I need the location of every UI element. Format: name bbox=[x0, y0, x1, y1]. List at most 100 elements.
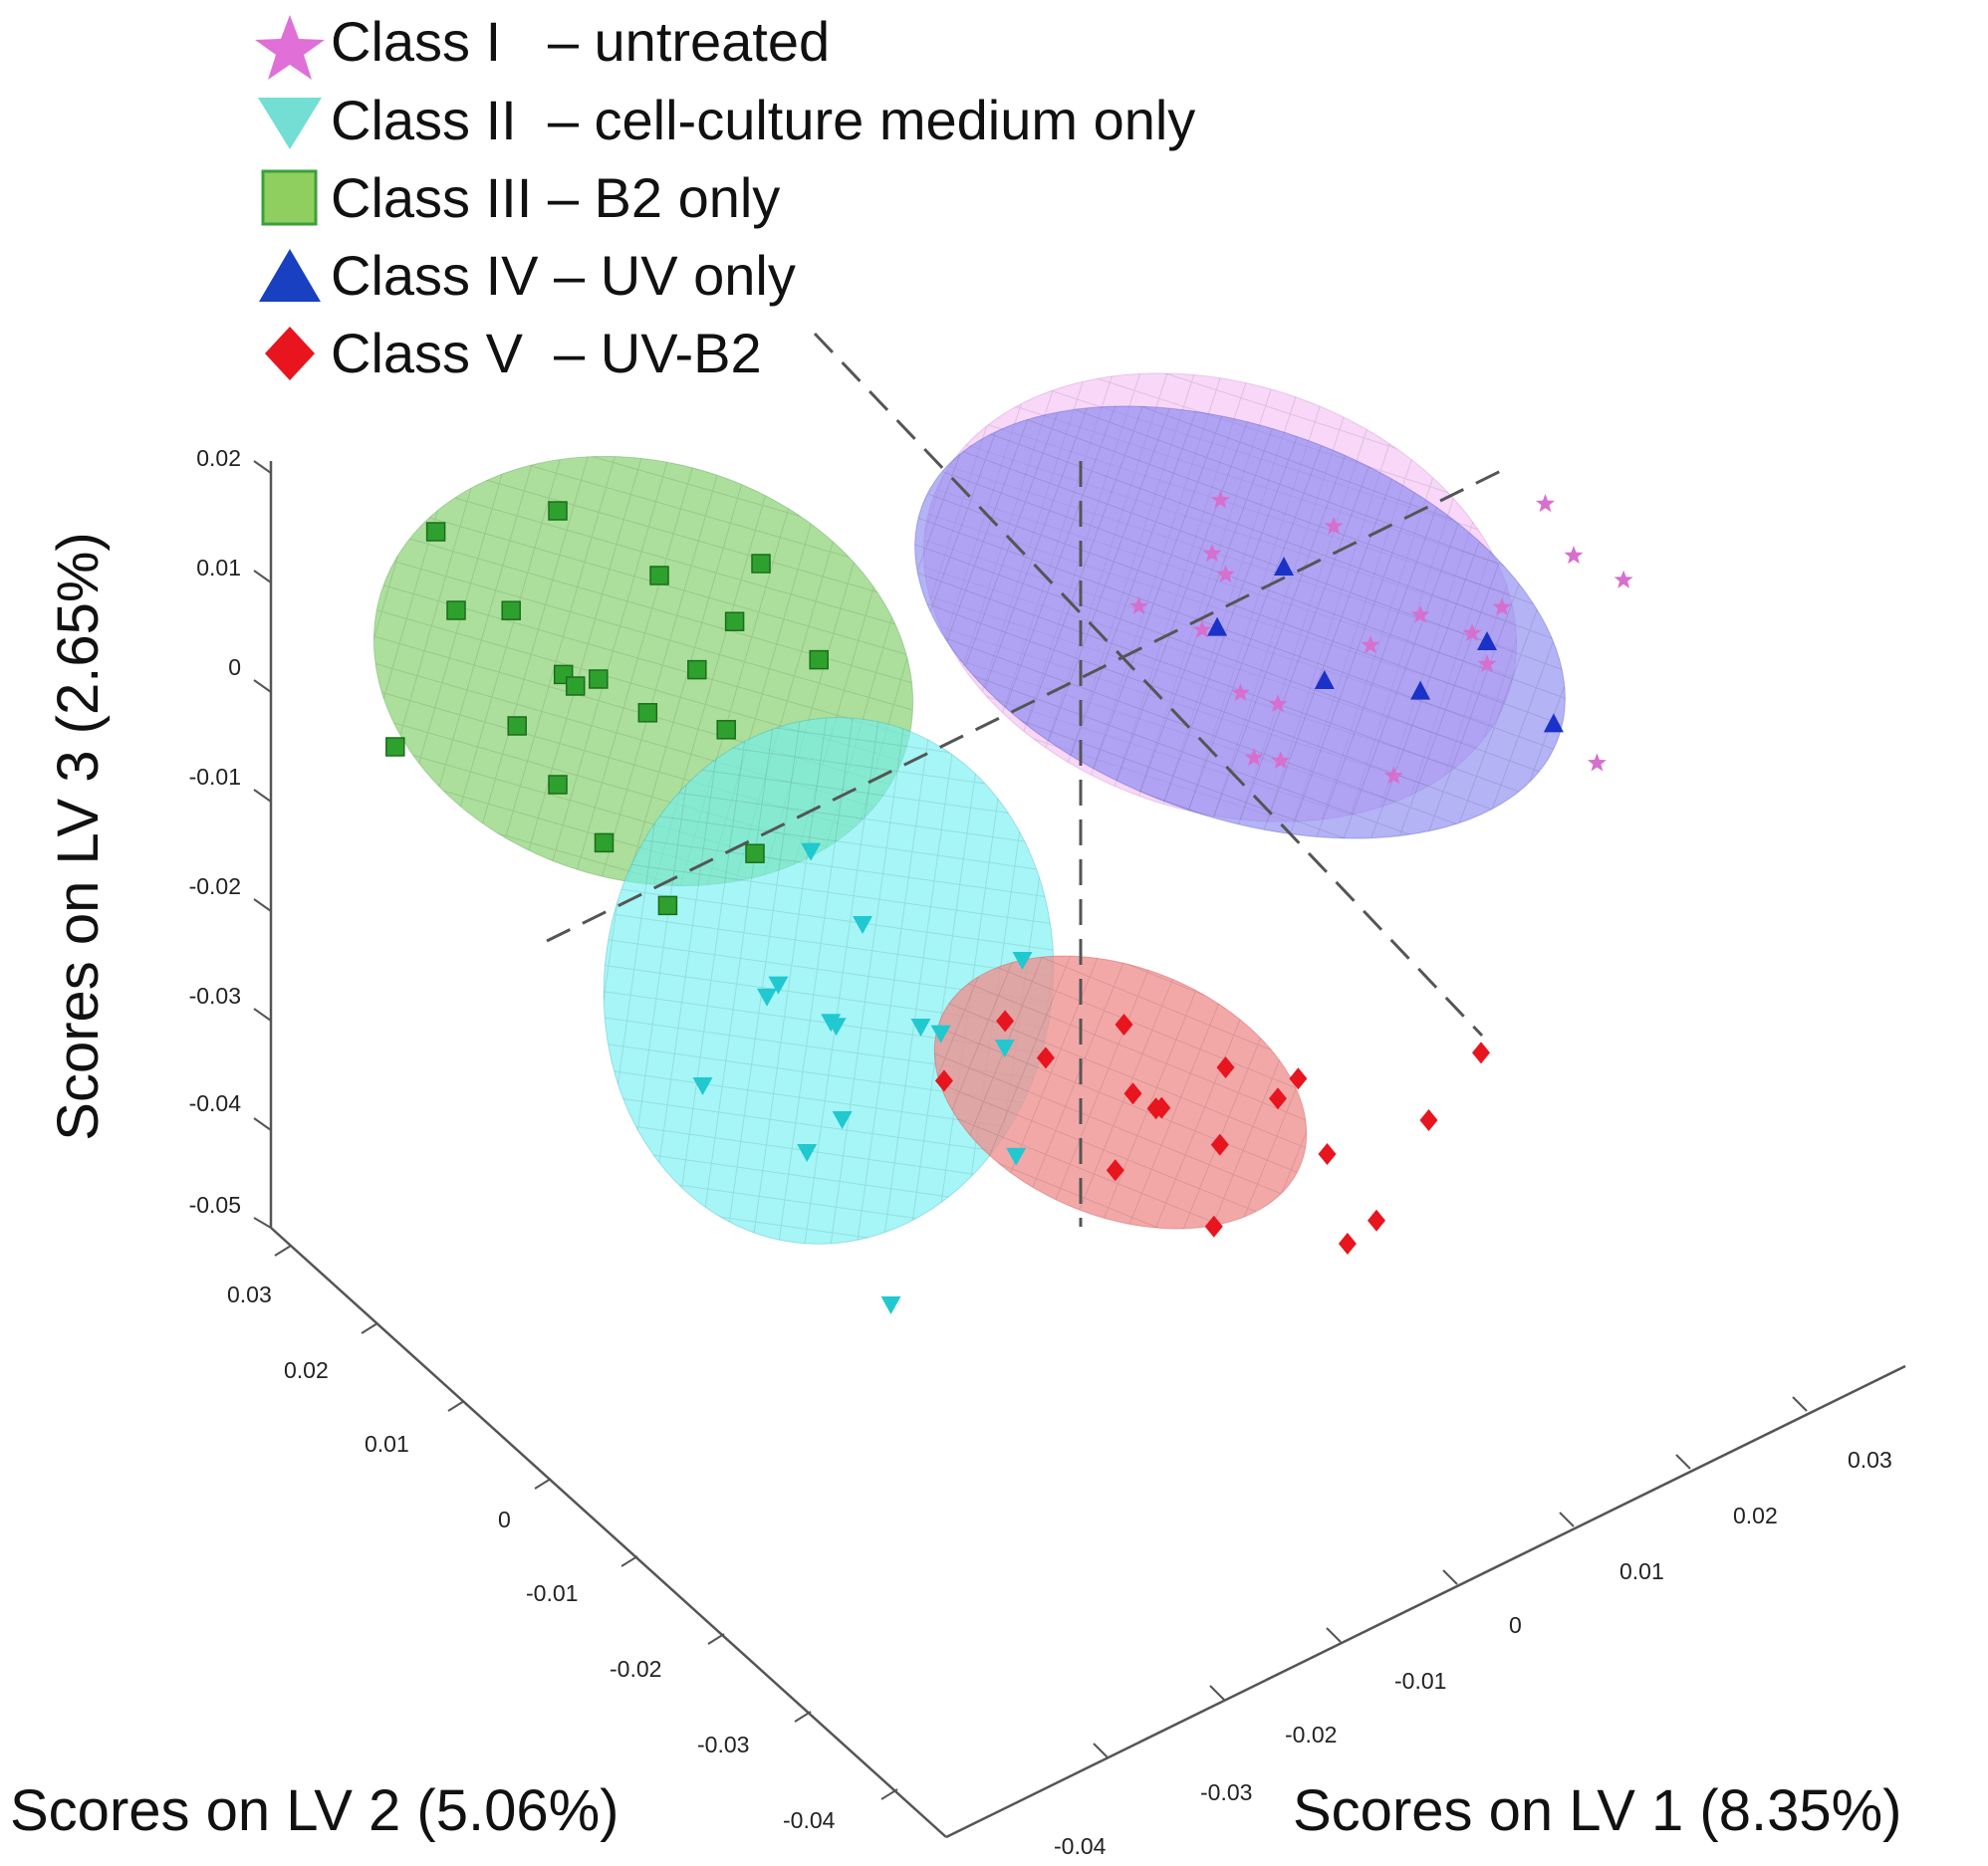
series-class-v bbox=[934, 1010, 1490, 1255]
axis-y-title: Scores on LV 2 (5.06%) bbox=[10, 1778, 619, 1843]
data-point bbox=[724, 611, 745, 631]
axis-y-tick-mark bbox=[447, 1400, 465, 1412]
axis-x-tick-label: -0.03 bbox=[1200, 1779, 1252, 1805]
data-point bbox=[1314, 670, 1335, 689]
axis-y-tick-label: -0.04 bbox=[783, 1807, 836, 1833]
data-point bbox=[994, 1040, 1015, 1057]
data-point bbox=[657, 895, 678, 916]
data-point bbox=[446, 600, 466, 620]
axis-z-tick-label: 0 bbox=[228, 654, 241, 680]
data-point bbox=[832, 1111, 853, 1129]
axis-z-tick-mark bbox=[253, 789, 272, 803]
data-point bbox=[1587, 753, 1607, 772]
axis-z-tick-mark bbox=[253, 1117, 272, 1131]
data-point bbox=[1410, 604, 1430, 623]
data-point bbox=[880, 1296, 901, 1314]
axis-y-tick-label: -0.02 bbox=[610, 1656, 661, 1682]
series-class-iv bbox=[1207, 557, 1564, 733]
axis-y-tick-mark bbox=[621, 1555, 638, 1567]
axis-y-tick-label: 0.01 bbox=[365, 1431, 409, 1457]
data-point bbox=[1115, 1014, 1133, 1036]
data-point bbox=[1006, 1147, 1027, 1166]
data-point bbox=[548, 775, 568, 795]
data-point bbox=[801, 842, 822, 861]
axis-x-tick-label: 0.02 bbox=[1733, 1503, 1778, 1528]
axis-y-tick-label: 0.02 bbox=[284, 1357, 329, 1383]
data-point bbox=[1152, 1096, 1171, 1119]
data-point bbox=[385, 737, 405, 757]
legend-marker-square bbox=[261, 169, 318, 226]
data-point bbox=[507, 716, 527, 736]
data-point bbox=[594, 832, 615, 853]
axis-z-tick-mark bbox=[253, 679, 272, 693]
axes bbox=[269, 461, 1906, 1839]
axis-z-tick-label: -0.04 bbox=[189, 1090, 242, 1116]
legend-item-class-iv: Class IV – UV only bbox=[259, 244, 796, 307]
data-point bbox=[1274, 557, 1294, 576]
axis-y-line bbox=[270, 1227, 947, 1838]
legend-marker-triangle-up bbox=[259, 249, 321, 302]
data-point bbox=[768, 976, 789, 995]
legend-item-class-i: Class I – untreated bbox=[255, 10, 830, 80]
axis-z-tick-mark bbox=[253, 1217, 272, 1229]
axis-y-tick-mark bbox=[707, 1633, 725, 1645]
data-point bbox=[1318, 1143, 1337, 1165]
axis-x-title: Scores on LV 1 (8.35%) bbox=[1293, 1778, 1901, 1843]
axis-x-tick-mark bbox=[1559, 1512, 1575, 1527]
data-point bbox=[637, 703, 658, 723]
data-point bbox=[1036, 1047, 1055, 1069]
legend-item-class-iii: Class III – B2 only bbox=[261, 166, 780, 229]
axis-y-tick-label: 0 bbox=[498, 1507, 511, 1532]
data-point bbox=[1367, 1209, 1385, 1232]
axis-y-tick-mark bbox=[361, 1322, 378, 1334]
data-point bbox=[1204, 1215, 1223, 1238]
axis-y-tick-mark bbox=[794, 1711, 812, 1723]
axis-x-tick-label: 0 bbox=[1509, 1612, 1522, 1638]
data-point bbox=[1338, 1233, 1357, 1255]
data-point bbox=[692, 1077, 713, 1095]
data-point bbox=[1472, 1042, 1490, 1064]
axis-y-ticks: 0.03 0.02 0.01 0 -0.01 -0.02 -0.03 -0.04 bbox=[227, 1245, 898, 1833]
legend-marker-star bbox=[255, 15, 325, 80]
series-class-iii bbox=[385, 501, 829, 916]
data-point bbox=[1012, 952, 1033, 970]
data-point bbox=[589, 669, 609, 689]
axis-z-tick-mark bbox=[253, 898, 272, 912]
data-point bbox=[910, 1019, 931, 1037]
data-point bbox=[425, 522, 446, 542]
legend-marker-diamond bbox=[265, 327, 315, 380]
legend-label-class-ii: Class II – cell-culture medium only bbox=[331, 89, 1195, 151]
axis-z-tick-label: -0.05 bbox=[189, 1192, 241, 1218]
data-point bbox=[1216, 565, 1235, 583]
axis-x-tick-mark bbox=[1442, 1569, 1458, 1585]
data-point bbox=[716, 720, 736, 740]
data-point bbox=[1614, 570, 1633, 588]
axis-x-line bbox=[945, 1364, 1906, 1839]
data-point bbox=[687, 659, 707, 680]
series-class-ii bbox=[692, 842, 1033, 1314]
data-point bbox=[1268, 694, 1288, 713]
axis-y-tick-label: 0.03 bbox=[227, 1282, 272, 1307]
data-point bbox=[1123, 1082, 1142, 1105]
legend: Class I – untreated Class II – cell-cult… bbox=[255, 10, 1195, 384]
origin-axis-lv2 bbox=[813, 332, 1484, 1038]
legend-label-class-i: Class I – untreated bbox=[331, 10, 830, 73]
data-point bbox=[1419, 1109, 1438, 1131]
data-point bbox=[996, 1010, 1015, 1033]
axis-x-ticks: -0.04 -0.03 -0.02 -0.01 0 0.01 0.02 0.03 bbox=[1054, 1396, 1892, 1859]
data-point bbox=[1202, 544, 1222, 563]
data-point bbox=[745, 843, 765, 863]
data-point bbox=[751, 554, 771, 574]
data-point bbox=[934, 1069, 953, 1092]
axis-y-tick-label: -0.03 bbox=[697, 1732, 749, 1757]
data-point bbox=[1410, 680, 1431, 700]
axis-x-tick-mark bbox=[1209, 1685, 1225, 1701]
data-point bbox=[1244, 748, 1264, 767]
data-point bbox=[1383, 766, 1403, 785]
data-point bbox=[1543, 713, 1564, 733]
axis-x-tick-label: -0.04 bbox=[1054, 1833, 1107, 1859]
axis-y-tick-mark bbox=[534, 1478, 552, 1490]
data-point bbox=[1289, 1067, 1308, 1090]
axis-x-tick-mark bbox=[1093, 1743, 1109, 1758]
axis-x-tick-label: -0.01 bbox=[1394, 1668, 1446, 1694]
